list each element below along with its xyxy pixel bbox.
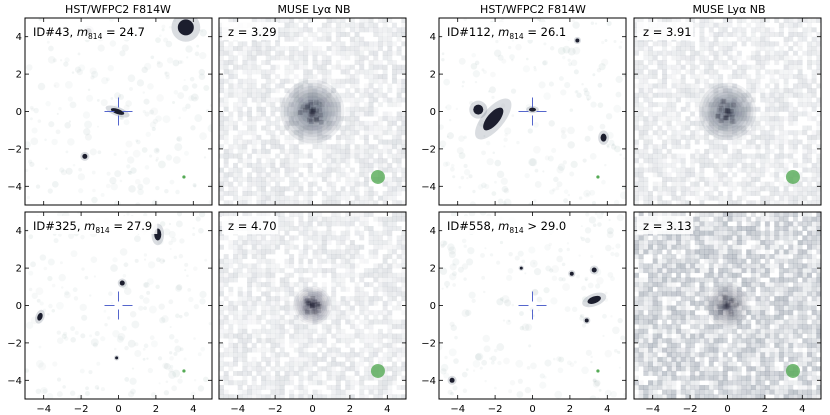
x-tick-label: −4	[450, 404, 465, 415]
y-tick-label: 4	[16, 226, 22, 237]
x-tick-label: 2	[153, 404, 159, 415]
x-tick-label: −2	[488, 404, 503, 415]
x-tick-label: 0	[724, 404, 730, 415]
y-tick-label: 0	[430, 107, 436, 118]
mag-subscript: 814	[509, 32, 524, 41]
x-tick-label: −4	[36, 404, 51, 415]
mag-symbol: m	[84, 219, 95, 233]
mag-value: = 24.7	[102, 25, 145, 39]
y-tick-label: −4	[7, 376, 22, 387]
x-tick-label: 2	[347, 404, 353, 415]
x-tick-label: 2	[762, 404, 768, 415]
y-tick-label: −4	[421, 182, 436, 193]
source-label: ID#43, m814 = 24.7	[33, 25, 145, 41]
mag-subscript: 814	[95, 226, 110, 235]
mag-subscript: 814	[88, 32, 103, 41]
y-tick-label: −4	[7, 182, 22, 193]
y-tick-label: −2	[421, 144, 436, 155]
source-label: ID#112, m814 = 26.1	[447, 25, 566, 41]
psf-marker	[182, 369, 186, 373]
psf-marker	[182, 175, 186, 179]
panel-image	[25, 18, 212, 205]
x-tick-label: −4	[645, 404, 660, 415]
crosshair-marker	[518, 97, 547, 126]
y-tick-label: 2	[430, 264, 436, 275]
panel-1: −4 −2 0 2 4 ID#43, m814 = 24.7	[7, 17, 213, 206]
x-tick-label: −4	[230, 404, 245, 415]
source-id: ID#558,	[447, 219, 498, 233]
panel-image	[634, 18, 821, 205]
psf-marker	[785, 363, 800, 378]
y-tick-label: 2	[16, 70, 22, 81]
y-tick-label: −4	[421, 376, 436, 387]
psf-marker	[370, 169, 385, 184]
column-title-3: HST/WFPC2 F814W	[480, 3, 586, 16]
x-tick-label: 4	[384, 404, 390, 415]
panel-image	[219, 18, 406, 205]
y-tick-label: 2	[430, 70, 436, 81]
source-id: ID#325,	[33, 219, 84, 233]
y-tick-label: −2	[421, 338, 436, 349]
panel-4: z = 3.91	[633, 17, 822, 206]
y-tick-label: 4	[16, 32, 22, 43]
source-label: ID#325, m814 = 27.9	[33, 219, 152, 235]
x-tick-label: 4	[799, 404, 805, 415]
y-tick-label: −2	[7, 144, 22, 155]
psf-marker	[596, 369, 600, 373]
x-tick-label: 2	[567, 404, 573, 415]
x-tick-label: −2	[74, 404, 89, 415]
redshift-label: z = 3.29	[228, 25, 277, 39]
y-tick-label: 0	[16, 301, 22, 312]
panel-7: −4 −4 −2 −2 0 0 2 2 4 4 ID#558, m814 > 29.0	[421, 211, 627, 415]
crosshair-marker	[518, 291, 547, 320]
column-title-1: HST/WFPC2 F814W	[65, 3, 171, 16]
mag-value: > 29.0	[524, 219, 567, 233]
panel-image	[634, 212, 821, 399]
x-tick-label: 0	[115, 404, 121, 415]
redshift-label: z = 3.13	[643, 219, 692, 233]
column-title-2: MUSE Lyα NB	[277, 3, 350, 16]
x-tick-label: 0	[309, 404, 315, 415]
source-id: ID#43,	[33, 25, 77, 39]
column-title-4: MUSE Lyα NB	[692, 3, 765, 16]
panel-image	[439, 212, 626, 399]
mag-symbol: m	[498, 25, 509, 39]
panel-8: −4 −2 0 2 4 z = 3.13	[633, 211, 822, 415]
panel-image	[25, 212, 212, 399]
panel-5: −4 −4 −2 −2 0 0 2 2 4 4 ID#325, m814 = 27.9	[7, 211, 213, 415]
x-tick-label: 0	[529, 404, 535, 415]
y-tick-label: −2	[7, 338, 22, 349]
psf-marker	[370, 363, 385, 378]
psf-marker	[596, 175, 600, 179]
panel-6: −4 −2 0 2 4 z = 4.70	[218, 211, 407, 415]
mag-symbol: m	[77, 25, 88, 39]
source-label: ID#558, m814 > 29.0	[447, 219, 566, 235]
mag-value: = 26.1	[524, 25, 567, 39]
y-tick-label: 2	[16, 264, 22, 275]
x-tick-label: −2	[268, 404, 283, 415]
mag-subscript: 814	[509, 226, 524, 235]
crosshair-marker	[104, 97, 133, 126]
panel-3: −4 −2 0 2 4 ID#112, m814 = 26.1	[421, 17, 627, 206]
y-tick-label: 4	[430, 32, 436, 43]
y-tick-label: 0	[430, 301, 436, 312]
mag-symbol: m	[498, 219, 509, 233]
panel-2: z = 3.29	[218, 17, 407, 206]
x-tick-label: 4	[190, 404, 196, 415]
redshift-label: z = 3.91	[643, 25, 692, 39]
x-tick-label: −2	[683, 404, 698, 415]
y-tick-label: 0	[16, 107, 22, 118]
source-id: ID#112,	[447, 25, 498, 39]
x-tick-label: 4	[604, 404, 610, 415]
panel-image	[439, 18, 626, 205]
crosshair-marker	[104, 291, 133, 320]
redshift-label: z = 4.70	[228, 219, 277, 233]
mag-value: = 27.9	[110, 219, 153, 233]
psf-marker	[785, 169, 800, 184]
y-tick-label: 4	[430, 226, 436, 237]
